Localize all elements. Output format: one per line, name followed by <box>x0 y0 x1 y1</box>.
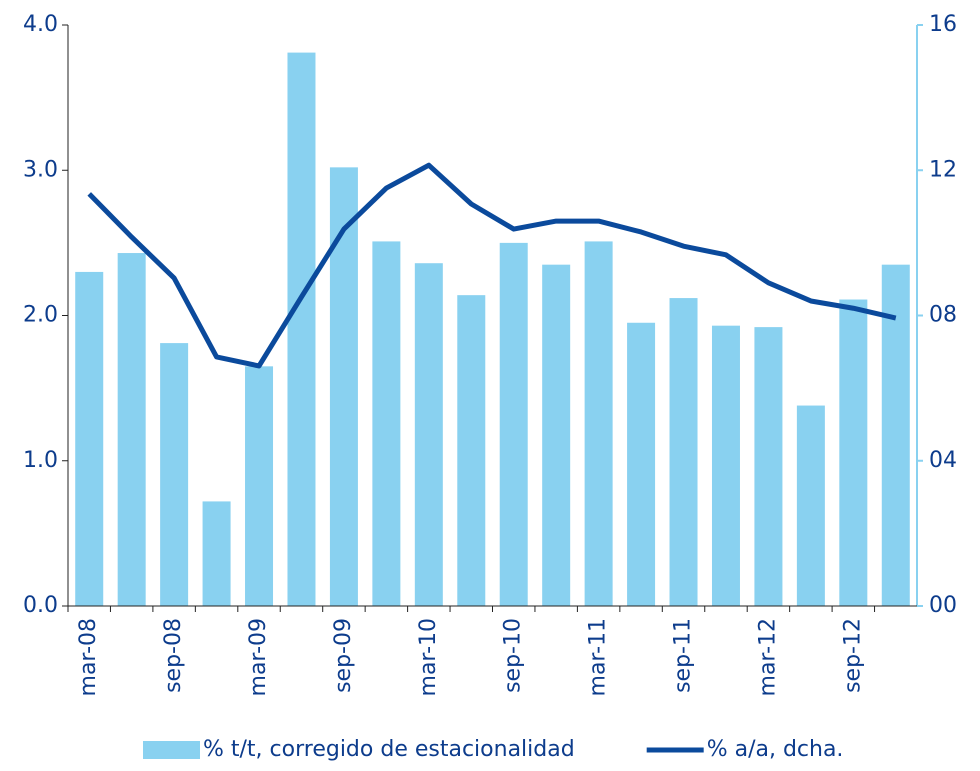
x-tick-label: sep-09 <box>331 618 356 693</box>
bar <box>711 325 740 606</box>
y2-tick-label: 16 <box>929 12 957 37</box>
y2-tick-label: 08 <box>929 303 957 328</box>
bar <box>414 263 443 606</box>
x-tick-label: mar-12 <box>755 618 780 696</box>
y-tick-label: 2.0 <box>23 303 58 328</box>
x-tick-label: mar-09 <box>246 618 271 696</box>
x-tick-label: mar-10 <box>416 618 441 696</box>
line <box>87 162 897 369</box>
x-tick-label: mar-11 <box>586 618 611 696</box>
y2-tick-label: 12 <box>929 157 957 182</box>
bar <box>839 299 868 606</box>
bar <box>499 242 528 606</box>
x-tick-label: mar-08 <box>76 618 101 696</box>
legend-label: % t/t, corregido de estacionalidad <box>203 737 575 762</box>
y2-tick-label: 04 <box>929 448 957 473</box>
bar <box>754 327 783 606</box>
bar <box>245 366 274 606</box>
bar <box>75 271 104 606</box>
y-tick-label: 3.0 <box>23 157 58 182</box>
bar <box>669 298 698 606</box>
legend-swatch <box>143 741 200 759</box>
bar <box>881 264 910 606</box>
legend-label: % a/a, dcha. <box>707 737 844 762</box>
x-tick-label: sep-11 <box>671 618 696 693</box>
bar <box>287 52 316 607</box>
bar <box>160 343 189 606</box>
x-tick-label: sep-10 <box>501 618 526 693</box>
bar <box>202 501 231 606</box>
y-tick-label: 1.0 <box>23 448 58 473</box>
bar <box>457 295 486 606</box>
x-tick-label: sep-12 <box>840 618 865 693</box>
bar <box>117 253 146 607</box>
x-tick-label: sep-08 <box>161 618 186 693</box>
bar <box>627 322 656 606</box>
bar <box>796 405 825 606</box>
y2-tick-label: 00 <box>929 593 957 618</box>
bar <box>372 241 401 607</box>
y-tick-label: 4.0 <box>23 12 58 37</box>
y-tick-label: 0.0 <box>23 593 58 618</box>
bar <box>542 264 571 606</box>
bar <box>584 241 613 607</box>
